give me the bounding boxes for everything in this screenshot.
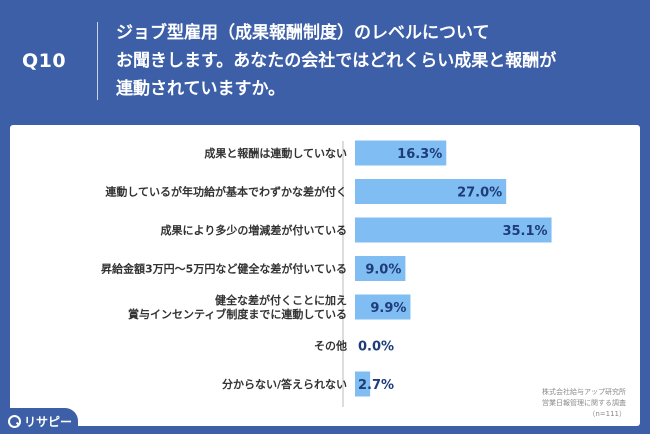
bar <box>355 294 411 320</box>
value-label: 35.1% <box>502 224 547 239</box>
question-line: ジョブ型雇用（成果報酬制度）のレベルについて <box>116 23 490 43</box>
bar-chart: 成果と報酬は連動していない 16.3% 連動しているが年功給が基本でわずかな差が付く… <box>101 140 552 407</box>
value-label: 27.0% <box>457 186 502 201</box>
risapi-logo: リサピー <box>0 408 78 434</box>
question-line: お聞きします。あなたの会社ではどれくらい成果と報酬が <box>116 51 557 71</box>
category-label: 健全な差が付くことに加え <box>215 293 347 307</box>
header-divider <box>97 22 98 100</box>
question-line: 連動されていますか。 <box>116 79 286 99</box>
source-line: 営業日報管理に関する調査 <box>542 399 626 407</box>
category-label: 賞与インセンティブ制度までに連動している <box>128 307 347 321</box>
chart-panel: 成果と報酬は連動していない 16.3% 連動しているが年功給が基本でわずかな差が付く… <box>10 125 640 426</box>
question-number: Q10 <box>22 50 67 72</box>
question-header: Q10 ジョブ型雇用（成果報酬制度）のレベルについて お聞きします。あなたの会社… <box>0 0 650 122</box>
bar <box>355 256 406 281</box>
source-note: 株式会社給与アップ研究所 営業日報管理に関する調査 （n=111） <box>542 387 626 420</box>
category-label: 成果と報酬は連動していない <box>204 146 347 160</box>
bar <box>355 371 371 397</box>
source-line: （n=111） <box>588 410 626 418</box>
question-text: ジョブ型雇用（成果報酬制度）のレベルについて お聞きします。あなたの会社ではどれ… <box>116 19 636 103</box>
category-label: 分からない/答えられない <box>222 377 347 391</box>
logo-text: リサピー <box>24 414 73 429</box>
value-label: 9.9% <box>370 301 406 316</box>
category-label: 連動しているが年功給が基本でわずかな差が付く <box>105 185 347 199</box>
value-label: 9.0% <box>365 263 401 278</box>
category-label: 昇給金額3万円〜5万円など健全な差が付いている <box>101 262 347 276</box>
bar <box>355 140 447 166</box>
bar <box>355 179 507 204</box>
magnifier-icon <box>8 414 21 428</box>
category-label: その他 <box>314 339 347 353</box>
value-label: 0.0% <box>358 340 394 355</box>
value-label: 2.7% <box>358 378 394 393</box>
category-label: 成果により多少の増減差が付いている <box>161 223 347 237</box>
source-line: 株式会社給与アップ研究所 <box>542 388 626 396</box>
bar <box>355 217 552 243</box>
value-label: 16.3% <box>397 147 442 162</box>
